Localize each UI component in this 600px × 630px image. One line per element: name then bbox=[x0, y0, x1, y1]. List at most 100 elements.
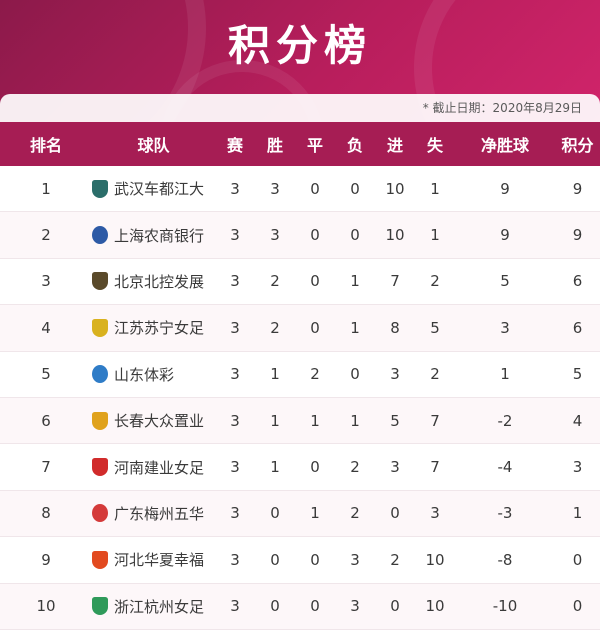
goal-diff-cell: -10 bbox=[492, 597, 518, 616]
goals-against-cell: 10 bbox=[425, 597, 445, 616]
goal-diff-cell: -2 bbox=[497, 411, 513, 430]
drawn-cell: 0 bbox=[310, 550, 320, 569]
col-points: 积分 bbox=[561, 136, 594, 155]
lost-cell: 1 bbox=[350, 272, 360, 291]
rank-cell: 4 bbox=[41, 318, 51, 337]
drawn-cell: 1 bbox=[310, 411, 320, 430]
rank-cell: 1 bbox=[41, 179, 51, 198]
points-cell: 0 bbox=[572, 597, 583, 616]
team-logo-icon bbox=[92, 226, 108, 245]
points-cell: 1 bbox=[572, 504, 583, 523]
goals-for-cell: 7 bbox=[390, 272, 400, 291]
played-cell: 3 bbox=[230, 597, 240, 616]
won-cell: 0 bbox=[270, 597, 280, 616]
team-logo-icon bbox=[92, 504, 108, 523]
table-row: 8 广东梅州五华 3 0 1 2 0 3 -3 1 bbox=[0, 490, 600, 538]
points-cell: 5 bbox=[572, 365, 583, 384]
goal-diff-cell: -4 bbox=[497, 458, 513, 477]
points-cell: 3 bbox=[572, 458, 583, 477]
table-row: 9 河北华夏幸福 3 0 0 3 2 10 -8 0 bbox=[0, 537, 600, 584]
drawn-cell: 2 bbox=[310, 365, 320, 384]
team-name: 山东体彩 bbox=[114, 365, 175, 384]
table-body: 1 武汉车都江大 3 3 0 0 10 1 9 9 2 上海农商银行 3 3 0 0 10 1 9 9 3 北京北控发展 3… bbox=[0, 166, 600, 630]
team-name: 北京北控发展 bbox=[114, 272, 205, 291]
team-logo-icon bbox=[92, 550, 108, 569]
goal-diff-cell: 1 bbox=[500, 365, 510, 384]
goal-diff-cell: 9 bbox=[500, 179, 510, 198]
team-logo-icon bbox=[92, 272, 108, 291]
played-cell: 3 bbox=[230, 365, 240, 384]
goals-for-cell: 5 bbox=[390, 411, 400, 430]
goals-against-cell: 5 bbox=[430, 318, 440, 337]
rank-cell: 5 bbox=[41, 365, 51, 384]
goals-against-cell: 3 bbox=[430, 504, 440, 523]
goals-against-cell: 7 bbox=[430, 458, 440, 477]
table-row: 10 浙江杭州女足 3 0 0 3 0 10 -10 0 bbox=[0, 583, 600, 630]
team-name: 上海农商银行 bbox=[114, 226, 205, 245]
drawn-cell: 0 bbox=[310, 272, 320, 291]
col-won: 胜 bbox=[266, 136, 283, 155]
goal-diff-cell: 5 bbox=[500, 272, 510, 291]
goals-against-cell: 1 bbox=[430, 179, 440, 198]
goal-diff-cell: 9 bbox=[500, 226, 510, 245]
col-lost: 负 bbox=[346, 136, 363, 155]
points-cell: 9 bbox=[572, 226, 583, 245]
table-header: 排名 球队 赛 胜 平 负 进 失 净胜球 积分 bbox=[0, 122, 600, 166]
lost-cell: 1 bbox=[350, 411, 360, 430]
played-cell: 3 bbox=[230, 226, 240, 245]
goals-against-cell: 1 bbox=[430, 226, 440, 245]
col-drawn: 平 bbox=[306, 136, 323, 155]
goals-against-cell: 7 bbox=[430, 411, 440, 430]
team-logo-icon bbox=[92, 179, 108, 198]
team-name: 河北华夏幸福 bbox=[114, 551, 205, 570]
goals-for-cell: 3 bbox=[390, 458, 400, 477]
standings-table: 排名 球队 赛 胜 平 负 进 失 净胜球 积分 1 武汉车都江大 3 3 0 0 10 1 9… bbox=[0, 122, 600, 630]
table-row: 4 江苏苏宁女足 3 2 0 1 8 5 3 6 bbox=[0, 305, 600, 352]
rank-cell: 9 bbox=[41, 550, 51, 569]
points-cell: 6 bbox=[572, 318, 583, 337]
played-cell: 3 bbox=[230, 504, 240, 523]
won-cell: 1 bbox=[270, 365, 280, 384]
rank-cell: 7 bbox=[41, 458, 51, 477]
rank-cell: 6 bbox=[41, 411, 51, 430]
goals-against-cell: 10 bbox=[425, 550, 445, 569]
team-logo-icon bbox=[92, 411, 108, 430]
decorative-ring bbox=[414, 0, 600, 122]
page-title: 积分榜 bbox=[227, 21, 372, 70]
deadline-text: * 截止日期：2020年8月29日 bbox=[422, 101, 582, 115]
team-cell: 上海农商银行 bbox=[92, 225, 215, 246]
drawn-cell: 0 bbox=[310, 226, 320, 245]
points-cell: 4 bbox=[572, 411, 583, 430]
team-cell: 河南建业女足 bbox=[92, 457, 215, 478]
team-logo-icon bbox=[92, 458, 108, 477]
date-bar: * 截止日期：2020年8月29日 bbox=[0, 94, 600, 122]
goal-diff-cell: -3 bbox=[497, 504, 513, 523]
rank-cell: 8 bbox=[41, 504, 51, 523]
table-row: 1 武汉车都江大 3 3 0 0 10 1 9 9 bbox=[0, 166, 600, 213]
table-row: 6 长春大众置业 3 1 1 1 5 7 -2 4 bbox=[0, 397, 600, 445]
lost-cell: 0 bbox=[350, 179, 360, 198]
team-cell: 长春大众置业 bbox=[92, 410, 215, 431]
team-cell: 江苏苏宁女足 bbox=[92, 317, 215, 338]
table-row: 5 山东体彩 3 1 2 0 3 2 1 5 bbox=[0, 352, 600, 398]
team-cell: 广东梅州五华 bbox=[92, 503, 215, 524]
lost-cell: 2 bbox=[350, 458, 360, 477]
col-goals-for: 进 bbox=[386, 136, 403, 155]
played-cell: 3 bbox=[230, 179, 240, 198]
lost-cell: 0 bbox=[350, 226, 360, 245]
team-logo-icon bbox=[92, 318, 108, 337]
team-cell: 武汉车都江大 bbox=[92, 178, 215, 199]
won-cell: 2 bbox=[270, 318, 280, 337]
team-cell: 山东体彩 bbox=[92, 364, 215, 385]
team-name: 河南建业女足 bbox=[114, 458, 205, 477]
drawn-cell: 0 bbox=[310, 318, 320, 337]
won-cell: 3 bbox=[270, 226, 280, 245]
played-cell: 3 bbox=[230, 550, 240, 569]
played-cell: 3 bbox=[230, 318, 240, 337]
col-goals-against: 失 bbox=[426, 136, 443, 155]
goals-for-cell: 0 bbox=[390, 504, 400, 523]
drawn-cell: 0 bbox=[310, 179, 320, 198]
won-cell: 3 bbox=[270, 179, 280, 198]
col-goal-diff: 净胜球 bbox=[480, 136, 529, 155]
won-cell: 2 bbox=[270, 272, 280, 291]
